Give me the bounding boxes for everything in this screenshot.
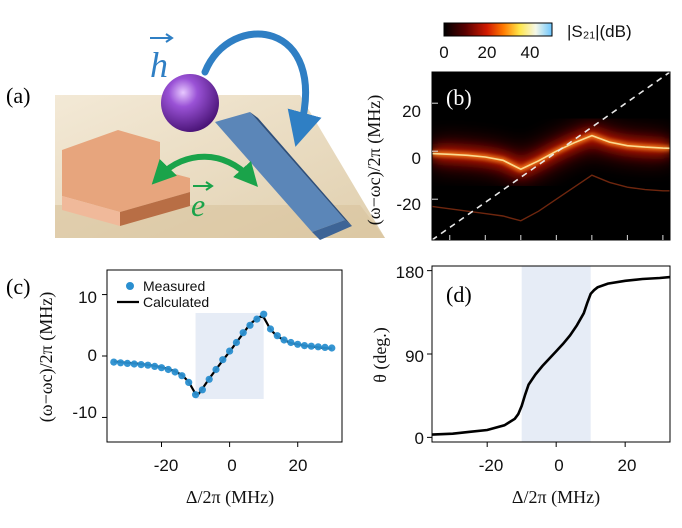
- colorbar-tick: 40: [521, 43, 540, 62]
- panel-a-illustration: h e: [55, 34, 385, 240]
- figure-canvas: h e (a) 0 20 40 |S₂₁|(dB) 20 0 -20 (ω−ωc…: [0, 0, 682, 528]
- colorbar-label: |S₂₁|(dB): [567, 22, 632, 41]
- panel-b-plot: 20 0 -20 (ω−ωc)/2π (MHz): [364, 72, 670, 240]
- panel-c-xlabel: Δ/2π (MHz): [186, 487, 274, 508]
- panel-c-label: (c): [6, 274, 30, 299]
- panel-b-ytick: 20: [402, 102, 421, 121]
- measured-point: [287, 339, 294, 346]
- measured-point: [124, 360, 131, 367]
- panel-d-ytick: 90: [405, 347, 424, 366]
- panel-d-xtick: 20: [618, 456, 637, 475]
- colorbar-tick: 20: [478, 43, 497, 62]
- panel-b-ylabel: (ω−ωc)/2π (MHz): [364, 95, 385, 225]
- panel-c-xtick: 0: [227, 456, 236, 475]
- measured-point: [212, 366, 219, 373]
- e-symbol: e: [191, 187, 205, 223]
- measured-point: [158, 364, 165, 371]
- panel-d-xtick: -20: [479, 456, 504, 475]
- panel-c-xtick: 20: [289, 456, 308, 475]
- measured-point: [110, 359, 117, 366]
- panel-a-label: (a): [6, 83, 30, 108]
- measured-point: [328, 344, 335, 351]
- panel-d-xtick: 0: [554, 456, 563, 475]
- colorbar: [444, 23, 552, 36]
- panel-d-label: (d): [446, 282, 472, 307]
- panel-b-ytick: 0: [412, 149, 421, 168]
- measured-point: [226, 348, 233, 355]
- measured-point: [199, 386, 206, 393]
- measured-point: [246, 322, 253, 329]
- panel-b-label: (b): [446, 85, 472, 110]
- measured-point: [240, 329, 247, 336]
- measured-point: [219, 356, 226, 363]
- panel-d-xlabel: Δ/2π (MHz): [512, 487, 600, 508]
- panel-c-plot: Measured Calculated 10 0 -10 -20 0 20 (ω…: [36, 270, 342, 508]
- measured-point: [117, 359, 124, 366]
- measured-point: [165, 366, 172, 373]
- measured-point: [131, 360, 138, 367]
- measured-point: [138, 361, 145, 368]
- legend-calculated-label: Calculated: [143, 294, 209, 310]
- panel-b-ytick: -20: [396, 195, 421, 214]
- measured-point: [253, 316, 260, 323]
- measured-point: [144, 362, 151, 369]
- measured-point: [281, 336, 288, 343]
- panel-c-xtick: -20: [154, 456, 179, 475]
- panel-c-ylabel: (ω−ωc)/2π (MHz): [36, 292, 57, 422]
- measured-point: [308, 343, 315, 350]
- magnetic-sphere: [161, 74, 219, 132]
- h-symbol: h: [150, 45, 168, 85]
- measured-point: [206, 376, 213, 383]
- panel-c-ytick: -10: [72, 403, 97, 422]
- measured-point: [315, 343, 322, 350]
- measured-point: [172, 368, 179, 375]
- measured-point: [185, 379, 192, 386]
- measured-point: [260, 311, 267, 318]
- panel-b-colorbar: 0 20 40 |S₂₁|(dB): [439, 22, 631, 62]
- panel-c-ytick: 0: [88, 346, 97, 365]
- measured-point: [192, 391, 199, 398]
- measured-point: [321, 344, 328, 351]
- measured-point: [274, 332, 281, 339]
- colorbar-tick: 0: [439, 43, 448, 62]
- measured-point: [233, 339, 240, 346]
- panel-d-ytick: 0: [415, 429, 424, 448]
- panel-d-ytick: 180: [396, 263, 424, 282]
- panel-d-ylabel: θ (deg.): [370, 327, 391, 383]
- measured-point: [267, 325, 274, 332]
- measured-point: [151, 363, 158, 370]
- panel-d-plot: 180 90 0 -20 0 20 θ (deg.) Δ/2π (MHz): [370, 263, 670, 508]
- measured-point: [301, 342, 308, 349]
- measured-point: [178, 372, 185, 379]
- panel-c-ytick: 10: [78, 288, 97, 307]
- measured-point: [294, 341, 301, 348]
- legend-measured-marker: [126, 282, 134, 290]
- legend-measured-label: Measured: [143, 278, 205, 294]
- anticrossing-shade: [522, 267, 591, 442]
